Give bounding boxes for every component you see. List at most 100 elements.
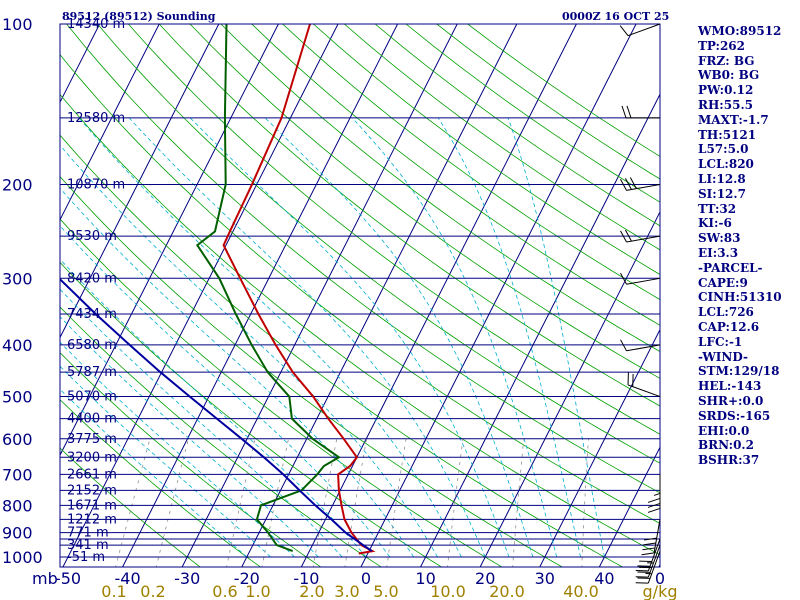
- mixing-ratio-label: 0.2: [140, 582, 165, 600]
- temperature-tick-label: -20: [234, 569, 260, 588]
- wind-barb-flag: [647, 502, 661, 508]
- dry-adiabat: [60, 352, 322, 567]
- wind-barb-staff: [647, 544, 661, 578]
- index-line: CINH:51310: [698, 290, 782, 305]
- index-line: FRZ: BG: [698, 53, 755, 68]
- temperature-tick-label: 10: [415, 569, 435, 588]
- index-line: MAXT:-1.7: [698, 112, 769, 127]
- index-line: KI:-6: [698, 216, 732, 231]
- pressure-tick-label: 900: [2, 524, 33, 543]
- wind-barb: [620, 177, 661, 191]
- wind-barb-flag: [629, 177, 637, 189]
- pressure-tick-label: 400: [2, 336, 33, 355]
- index-line: -WIND-: [698, 349, 748, 364]
- mixing-ratio-line: [261, 438, 289, 567]
- plot-frame: [59, 23, 661, 568]
- mixing-ratio-label: 1.0: [245, 582, 270, 600]
- dry-adiabat: [60, 399, 262, 567]
- dry-adiabat: [189, 24, 660, 379]
- height-label: 5787 m: [67, 365, 117, 380]
- mixing-ratio-label: g/kg: [643, 582, 678, 600]
- dry-adiabat: [60, 218, 503, 567]
- index-line: STM:129/18: [698, 364, 780, 379]
- moist-adiabat: [60, 258, 367, 558]
- moist-adiabat: [60, 187, 415, 558]
- mixing-ratio-label: 40.0: [563, 582, 599, 600]
- mixing-ratio-label: 10.0: [430, 582, 466, 600]
- wind-barb-flag: [619, 25, 629, 36]
- wind-barb-half: [653, 492, 661, 496]
- moist-adiabat: [507, 117, 605, 558]
- mixing-ratio-label: 2.0: [299, 582, 324, 600]
- moist-adiabat: [60, 316, 319, 558]
- wind-barb-flag: [624, 229, 632, 242]
- mixing-ratio-line: [344, 438, 367, 567]
- height-label: 10870 m: [67, 177, 125, 192]
- isotherm-line: [62, 24, 339, 567]
- height-label: 7434 m: [67, 307, 117, 322]
- height-label: 1671 m: [67, 498, 117, 513]
- mixing-ratio-line: [581, 438, 589, 567]
- wind-barb-staff: [627, 23, 661, 37]
- moist-adiabat: [60, 225, 391, 558]
- wind-barb: [620, 339, 661, 352]
- index-line: EHI:0.0: [698, 423, 750, 438]
- height-label: 3775 m: [67, 432, 117, 447]
- wind-barb-flag: [626, 105, 632, 119]
- mixing-ratio-line: [115, 438, 151, 567]
- station-title: 89512 (89512) Sounding: [62, 10, 216, 23]
- wind-barb-flag: [620, 339, 627, 352]
- mixing-ratio-label: 0.1: [101, 582, 126, 600]
- temperature-tick-label: -40: [115, 569, 141, 588]
- dry-adiabat: [251, 24, 660, 326]
- index-line: BRN:0.2: [698, 438, 754, 453]
- dry-adiabat: [60, 447, 201, 567]
- height-label: 14340 m: [67, 17, 125, 32]
- dry-adiabat: [60, 93, 660, 556]
- temperature-tick-label: 30: [535, 569, 555, 588]
- index-line: BSHR:37: [698, 453, 760, 468]
- wind-barb-flag: [647, 497, 661, 503]
- index-line: LFC:-1: [698, 334, 743, 349]
- isotherm-line: [479, 210, 660, 567]
- wind-barb: [620, 229, 661, 243]
- moist-adiabat: [351, 117, 558, 558]
- index-line: LCL:820: [698, 157, 754, 172]
- index-line: SW:83: [698, 231, 741, 246]
- mixing-ratio-line: [155, 438, 189, 567]
- parcel-line: [60, 277, 373, 552]
- mixing-ratio-label: 20.0: [489, 582, 525, 600]
- indices-panel: WMO:89512 TP:262 FRZ: BG WB0: BG PW:0.12 RH:5…: [698, 24, 782, 468]
- dry-adiabat: [66, 24, 660, 494]
- index-line: TH:5121: [698, 127, 757, 142]
- dewpoint-line: [195, 24, 341, 553]
- isotherm-line: [539, 328, 660, 567]
- wind-barb: [620, 272, 661, 285]
- temperature-tick-label: -30: [174, 569, 200, 588]
- wind-barb: [619, 23, 661, 37]
- wind-barb-flag: [642, 547, 656, 551]
- height-label: 8420 m: [67, 271, 117, 286]
- height-label: 3200 m: [67, 450, 117, 465]
- background-lines: [0, 24, 660, 568]
- dry-adiabat: [344, 24, 660, 251]
- wind-barb-flag: [644, 537, 657, 541]
- wind-barb-flag: [620, 178, 627, 191]
- dry-adiabat: [313, 24, 660, 275]
- wind-barb-staff: [627, 384, 661, 398]
- moist-adiabat: [264, 117, 534, 558]
- moist-adiabat: [437, 117, 581, 558]
- height-label: 6580 m: [67, 338, 117, 353]
- valid-time: 0000Z 16 OCT 25: [562, 10, 670, 23]
- pressure-unit-label: mb: [32, 569, 58, 588]
- dry-adiabat: [97, 24, 660, 464]
- dry-adiabat: [60, 54, 660, 524]
- temperature-line: [222, 24, 376, 555]
- pressure-tick-label: 600: [2, 430, 33, 449]
- index-line: WB0: BG: [698, 68, 760, 83]
- index-line: CAPE:9: [698, 275, 748, 290]
- isotherm-line: [60, 24, 220, 339]
- index-line: LCL:726: [698, 305, 754, 320]
- isotherm-line: [0, 24, 40, 568]
